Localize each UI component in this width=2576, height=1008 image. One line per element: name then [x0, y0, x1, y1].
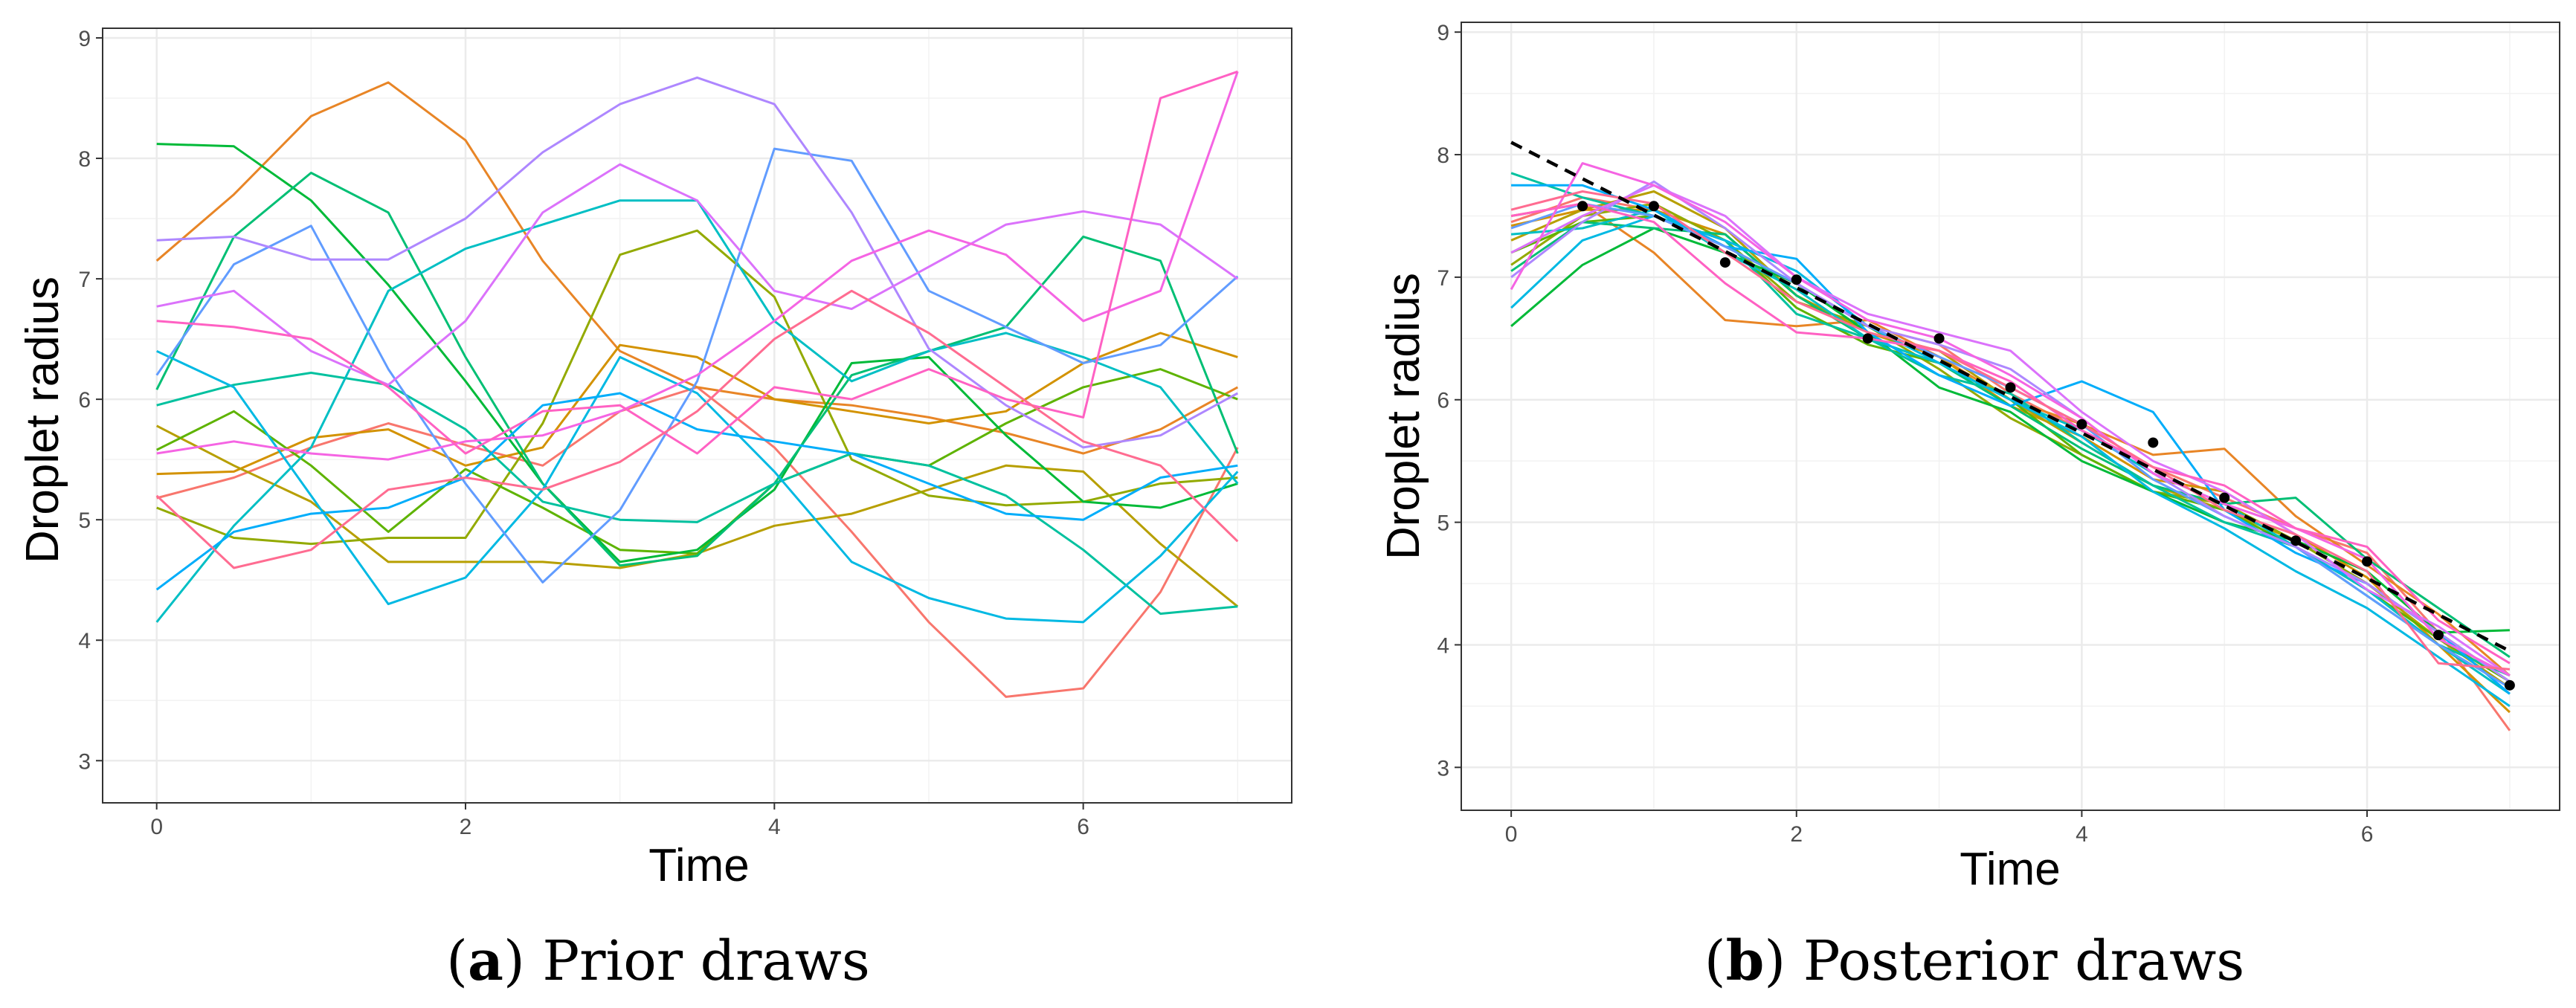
prior-series-draw-13 — [155, 147, 1239, 584]
prior-y-tick-label: 5 — [78, 508, 91, 533]
posterior-y-tick-label: 5 — [1437, 511, 1449, 536]
posterior-observation-point — [2432, 630, 2444, 641]
posterior-series-draw-5 — [1510, 202, 2511, 683]
posterior-caption-text: Posterior draws — [1803, 929, 2245, 993]
prior-series-draw-16 — [156, 71, 1239, 461]
prior-y-tick-label: 7 — [78, 268, 91, 292]
prior-y-axis-title: Droplet radius — [17, 277, 68, 563]
posterior-overlays — [1510, 140, 2515, 691]
prior-x-tick-label: 2 — [460, 815, 472, 839]
posterior-observation-point — [2076, 419, 2087, 430]
posterior-y-tick-label: 3 — [1437, 756, 1449, 781]
panel-posterior: 3 4 5 6 7 8 9 0 2 4 6 Time Droplet radius (b) Post… — [1378, 21, 2560, 993]
prior-y-tick-label: 6 — [78, 388, 91, 413]
posterior-axis-ticks: 3 4 5 6 7 8 9 0 2 4 6 — [1437, 21, 2373, 847]
prior-x-axis-title: Time — [648, 840, 749, 891]
posterior-y-axis-title: Droplet radius — [1378, 273, 1429, 560]
posterior-x-tick-label: 4 — [2076, 822, 2088, 847]
posterior-observation-point — [2504, 679, 2515, 691]
prior-series-draw-17 — [156, 70, 1238, 455]
prior-caption-letter: a — [468, 929, 503, 993]
prior-series-draw-6 — [156, 368, 1238, 555]
posterior-y-tick-label: 7 — [1437, 266, 1449, 291]
prior-x-tick-label: 6 — [1077, 815, 1089, 839]
posterior-y-tick-label: 9 — [1437, 21, 1449, 45]
posterior-series-draw-7 — [1510, 227, 2510, 634]
posterior-series-draw-18 — [1510, 190, 2511, 671]
posterior-observation-point — [1933, 333, 1945, 344]
posterior-grid — [1461, 22, 2560, 810]
posterior-caption-letter: b — [1726, 929, 1765, 993]
posterior-observation-point — [1577, 201, 1588, 212]
prior-y-tick-label: 4 — [78, 629, 91, 653]
posterior-series-draw-16 — [1510, 162, 2511, 677]
posterior-x-tick-label: 2 — [1790, 822, 1803, 847]
posterior-x-tick-label: 6 — [2361, 822, 2374, 847]
posterior-observation-point — [1719, 257, 1730, 268]
posterior-plot-frame — [1461, 22, 2560, 811]
posterior-series-draw-9 — [1510, 172, 2511, 677]
posterior-x-tick-label: 0 — [1505, 822, 1518, 847]
prior-series-lines — [155, 70, 1239, 698]
prior-series-draw-8 — [155, 172, 1239, 567]
posterior-series-lines — [1510, 162, 2511, 731]
posterior-x-axis-title: Time — [1960, 844, 2060, 895]
prior-grid — [103, 28, 1292, 803]
posterior-mean-line — [1510, 140, 2511, 653]
posterior-series-draw-11 — [1510, 215, 2511, 708]
posterior-y-tick-label: 8 — [1437, 143, 1449, 168]
prior-series-draw-2 — [155, 81, 1239, 455]
prior-series-draw-11 — [156, 349, 1239, 624]
prior-x-tick-label: 0 — [150, 815, 163, 839]
prior-series-draw-15 — [156, 163, 1239, 387]
posterior-observation-point — [2362, 556, 2373, 567]
posterior-observation-point — [2005, 382, 2016, 393]
prior-y-tick-label: 8 — [78, 147, 91, 172]
prior-series-draw-14 — [156, 76, 1239, 449]
posterior-series-draw-17 — [1510, 202, 2511, 665]
prior-x-tick-label: 4 — [768, 815, 781, 839]
prior-series-draw-18 — [155, 289, 1239, 569]
prior-plot-frame — [102, 28, 1292, 804]
posterior-series-draw-6 — [1510, 215, 2511, 683]
panel-prior: 3 4 5 6 7 8 9 0 2 4 6 Time Droplet radius (a) Prio… — [17, 27, 1292, 993]
prior-y-tick-label: 9 — [78, 27, 91, 51]
posterior-observation-point — [2148, 437, 2159, 448]
prior-series-draw-3 — [156, 332, 1238, 476]
posterior-observation-point — [1791, 274, 1802, 285]
prior-axis-ticks: 3 4 5 6 7 8 9 0 2 4 6 — [78, 27, 1089, 839]
posterior-y-tick-label: 6 — [1437, 389, 1449, 413]
prior-series-draw-7 — [156, 143, 1238, 563]
posterior-series-draw-4 — [1510, 190, 2511, 689]
posterior-series-draw-12 — [1511, 184, 2511, 695]
posterior-observation-point — [1648, 201, 1659, 212]
posterior-observation-point — [2219, 492, 2230, 503]
posterior-y-tick-label: 4 — [1437, 633, 1449, 658]
prior-caption-text: Prior draws — [542, 929, 869, 993]
posterior-series-draw-15 — [1510, 184, 2511, 676]
prior-series-draw-9 — [156, 372, 1238, 616]
prior-caption: (a) Prior draws — [446, 929, 870, 993]
prior-series-draw-12 — [155, 392, 1238, 591]
posterior-observation-point — [1862, 333, 1873, 344]
posterior-series-draw-10 — [1510, 208, 2511, 695]
posterior-observation-point — [2290, 535, 2302, 546]
posterior-caption: (b) Posterior draws — [1704, 929, 2245, 993]
posterior-series-draw-14 — [1510, 180, 2511, 683]
prior-y-tick-label: 3 — [78, 749, 91, 774]
prior-series-draw-5 — [156, 229, 1238, 546]
